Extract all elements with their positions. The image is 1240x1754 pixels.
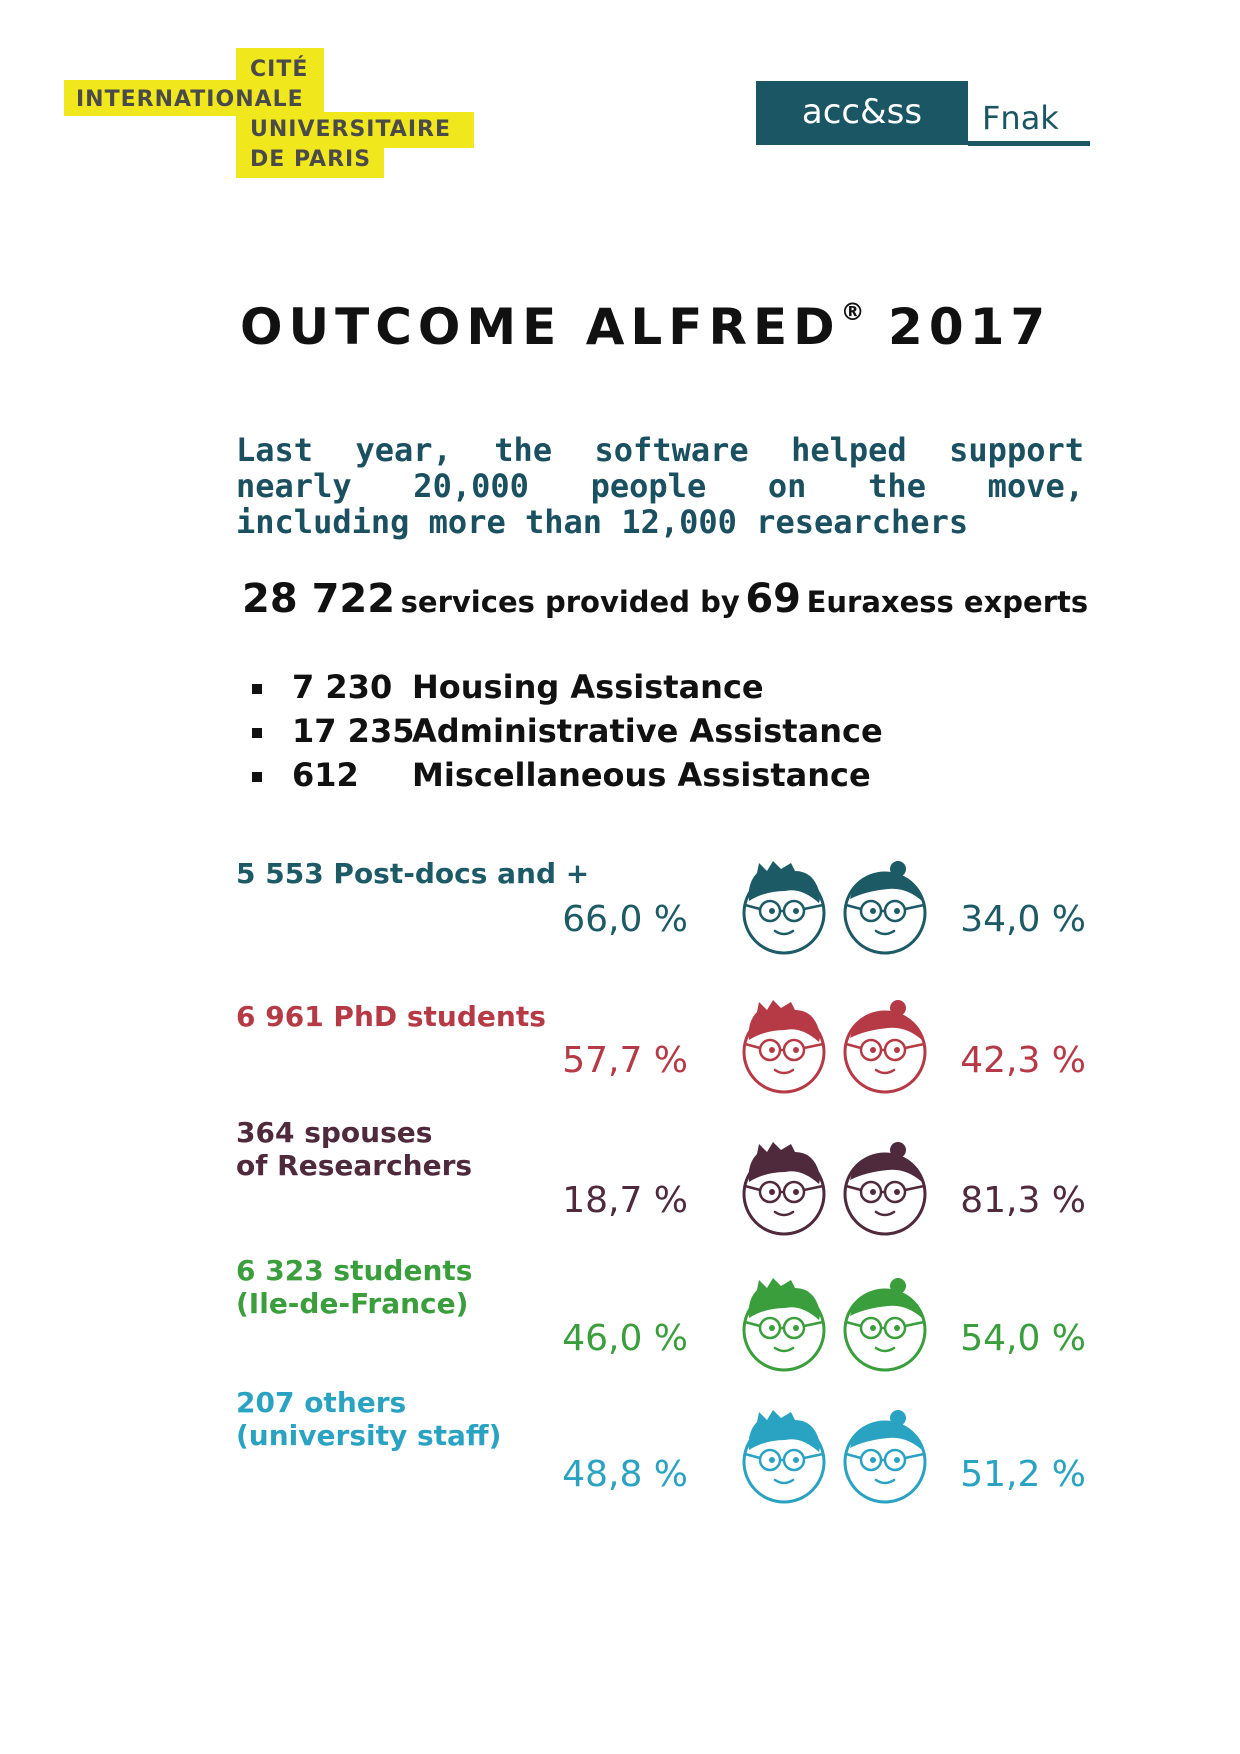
- male-face-icon: [742, 1278, 826, 1372]
- male-percentage: 66,0 %: [562, 899, 688, 940]
- group-label: 6 961 PhD students: [236, 1000, 546, 1033]
- access-fnak-logo: acc&ss Fnak: [756, 81, 1090, 147]
- assistance-label: Housing Assistance: [412, 668, 764, 706]
- male-percentage: 18,7 %: [562, 1180, 688, 1221]
- group-label-line-1: 6 961 PhD students: [236, 1000, 546, 1033]
- logo-line-4: DE PARIS: [250, 147, 372, 172]
- female-face-icon: [843, 861, 927, 955]
- male-percentage: 48,8 %: [562, 1454, 688, 1495]
- services-summary: 28 722 services provided by 69 Euraxess …: [242, 576, 1088, 622]
- female-percentage: 54,0 %: [960, 1318, 1086, 1359]
- fnak-underline: [968, 141, 1090, 146]
- services-text-1: services provided by: [400, 585, 740, 619]
- female-percentage: 34,0 %: [960, 899, 1086, 940]
- assistance-number: 7 230: [292, 668, 393, 706]
- group-label-line-2: of Researchers: [236, 1149, 473, 1182]
- bullet-square-icon: [252, 772, 262, 782]
- male-face-icon: [742, 1142, 826, 1236]
- title-main: OUTCOME ALFRED: [240, 298, 841, 356]
- female-percentage: 51,2 %: [960, 1454, 1086, 1495]
- group-label: 207 others (university staff): [236, 1386, 501, 1452]
- intro-line-1: Last year, the software helped support: [236, 431, 1084, 469]
- intro-line-3: including more than 12,000 researchers: [236, 503, 969, 541]
- access-logo-text: acc&ss: [801, 92, 923, 132]
- assistance-number: 17 235: [292, 712, 415, 750]
- group-label-line-1: 6 323 students: [236, 1254, 473, 1287]
- assistance-label: Miscellaneous Assistance: [412, 756, 871, 794]
- registered-mark: ®: [840, 298, 865, 326]
- services-text-2: Euraxess experts: [806, 585, 1089, 619]
- logo-line-3: UNIVERSITAIRE: [250, 117, 451, 142]
- bullet-square-icon: [252, 684, 262, 694]
- female-face-icon: [843, 1000, 927, 1094]
- bullet-square-icon: [252, 728, 262, 738]
- services-count: 28 722: [242, 576, 396, 622]
- female-face-icon: [843, 1278, 927, 1372]
- logo-line-1: CITÉ: [250, 57, 309, 82]
- female-face-icon: [843, 1142, 927, 1236]
- group-label-line-1: 207 others: [236, 1386, 407, 1419]
- male-percentage: 46,0 %: [562, 1318, 688, 1359]
- male-face-icon: [742, 1000, 826, 1094]
- female-face-icon: [843, 1410, 927, 1504]
- assistance-label: Administrative Assistance: [412, 712, 883, 750]
- access-logo-box: [756, 81, 968, 145]
- logo-block-2: [64, 80, 324, 116]
- experts-count: 69: [745, 576, 801, 622]
- group-label-line-2: (Ile-de-France): [236, 1287, 469, 1320]
- assistance-number: 612: [292, 756, 359, 794]
- intro-line-2: nearly 20,000 people on the move,: [236, 467, 1084, 505]
- logo-line-2: INTERNATIONALE: [76, 87, 304, 112]
- title-year: 2017: [888, 298, 1052, 356]
- group-label: 364 spouses of Researchers: [236, 1116, 472, 1182]
- male-percentage: 57,7 %: [562, 1040, 688, 1081]
- group-label: 5 553 Post-docs and +: [236, 857, 589, 890]
- group-label-line-2: (university staff): [236, 1419, 502, 1452]
- group-label: 6 323 students (Ile-de-France): [236, 1254, 472, 1320]
- logo-block-3: [236, 112, 474, 148]
- male-face-icon: [742, 861, 826, 955]
- intro-paragraph: Last year, the software helped support n…: [236, 432, 1084, 540]
- logo-block-1: [236, 48, 324, 84]
- fnak-logo-text: Fnak: [982, 99, 1059, 137]
- group-label-line-1: 5 553 Post-docs and +: [236, 857, 590, 890]
- male-face-icon: [742, 1410, 826, 1504]
- female-percentage: 81,3 %: [960, 1180, 1086, 1221]
- group-label-line-1: 364 spouses: [236, 1116, 433, 1149]
- female-percentage: 42,3 %: [960, 1040, 1086, 1081]
- page-title: OUTCOME ALFRED® 2017: [240, 298, 1100, 356]
- logo-block-4: [236, 144, 384, 178]
